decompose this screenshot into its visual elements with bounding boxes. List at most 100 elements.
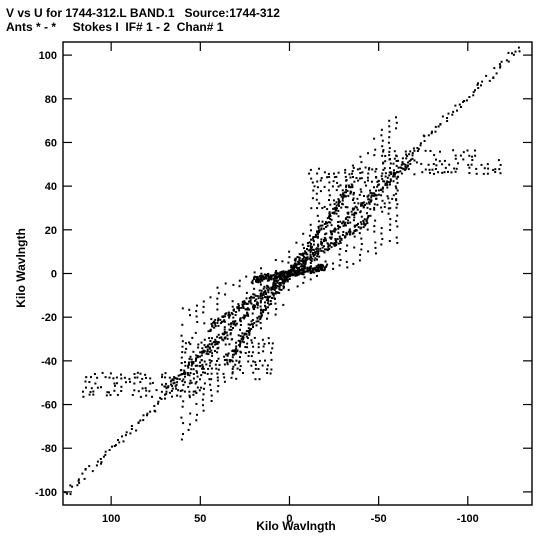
uv-point <box>182 383 185 386</box>
uv-point <box>283 273 286 276</box>
y-tick-label: -80 <box>41 443 57 455</box>
uv-point <box>248 351 251 354</box>
chart-subtitle: Ants * - * Stokes I IF# 1 - 2 Chan# 1 <box>6 20 224 34</box>
uv-point <box>251 282 254 285</box>
uv-point <box>274 271 277 274</box>
uv-point <box>328 215 331 218</box>
uv-point <box>217 357 220 360</box>
uv-point <box>293 264 296 267</box>
uv-point <box>405 166 408 169</box>
uv-point <box>396 170 399 173</box>
uv-point <box>396 176 399 178</box>
uv-point <box>384 175 387 178</box>
uv-point <box>139 381 142 384</box>
uv-point <box>396 214 399 217</box>
uv-point <box>116 382 118 385</box>
uv-point <box>337 242 340 245</box>
uv-point <box>169 380 172 383</box>
uv-point <box>270 351 272 354</box>
uv-point <box>332 180 335 183</box>
uv-point <box>212 341 215 343</box>
uv-point <box>317 226 320 229</box>
uv-point <box>273 292 276 295</box>
uv-point <box>216 335 219 338</box>
uv-point <box>287 288 290 291</box>
uv-point <box>231 300 234 303</box>
uv-point <box>256 317 259 320</box>
uv-point <box>183 390 186 393</box>
uv-point <box>300 268 303 271</box>
uv-point <box>154 410 157 413</box>
uv-point <box>338 264 341 267</box>
uv-point <box>314 251 317 254</box>
uv-point <box>274 276 277 279</box>
uv-point <box>202 393 205 396</box>
uv-point <box>294 271 297 274</box>
uv-point <box>113 389 116 392</box>
uv-point <box>428 168 431 171</box>
uv-point <box>203 322 206 325</box>
uv-point <box>214 343 217 346</box>
uv-point <box>246 307 249 310</box>
uv-point <box>493 67 496 70</box>
uv-point <box>259 318 262 321</box>
uv-point <box>267 291 270 294</box>
uv-point <box>133 376 136 379</box>
uv-point <box>321 224 324 227</box>
uv-point <box>360 204 363 207</box>
uv-point <box>112 377 115 380</box>
uv-point <box>319 267 322 270</box>
uv-point <box>345 260 348 263</box>
uv-point <box>470 163 473 166</box>
x-axis-title: Kilo Wavlngth <box>256 519 336 533</box>
uv-point <box>346 189 349 192</box>
uv-point <box>389 158 391 161</box>
uv-point <box>120 373 122 376</box>
uv-point <box>245 330 248 333</box>
uv-point <box>405 157 408 160</box>
uv-point <box>380 175 383 178</box>
uv-point <box>95 464 98 467</box>
uv-point <box>230 338 233 341</box>
x-tick-label: -50 <box>371 513 387 525</box>
uv-point <box>254 294 257 297</box>
uv-point <box>253 293 256 296</box>
uv-point <box>316 186 319 189</box>
uv-point <box>137 390 140 393</box>
uv-point <box>89 391 92 393</box>
uv-point <box>184 375 186 378</box>
uv-point <box>217 324 220 327</box>
uv-point <box>195 358 197 361</box>
uv-point <box>318 202 321 205</box>
uv-point <box>223 337 226 340</box>
uv-point <box>343 236 346 239</box>
uv-point <box>339 241 342 244</box>
uv-point <box>352 197 355 200</box>
uv-point <box>208 346 211 349</box>
uv-point <box>329 244 331 247</box>
uv-point <box>389 229 392 231</box>
uv-point <box>396 189 399 192</box>
uv-point <box>114 384 116 387</box>
uv-point <box>289 272 292 275</box>
uv-point <box>412 147 415 150</box>
uv-point <box>246 346 249 349</box>
uv-point <box>393 169 395 172</box>
uv-point <box>353 201 356 204</box>
uv-point <box>211 354 214 357</box>
uv-point <box>104 450 107 453</box>
uv-point <box>312 255 315 258</box>
uv-point <box>323 251 326 254</box>
uv-point <box>357 226 360 229</box>
uv-point <box>270 291 273 294</box>
uv-point <box>311 197 314 200</box>
uv-point <box>316 207 319 210</box>
uv-point <box>205 363 208 366</box>
uv-point <box>275 269 278 272</box>
uv-point <box>188 396 191 399</box>
uv-point <box>340 195 343 198</box>
uv-point <box>289 270 291 273</box>
uv-point <box>456 109 458 112</box>
uv-point <box>203 360 206 363</box>
uv-point <box>400 163 403 166</box>
